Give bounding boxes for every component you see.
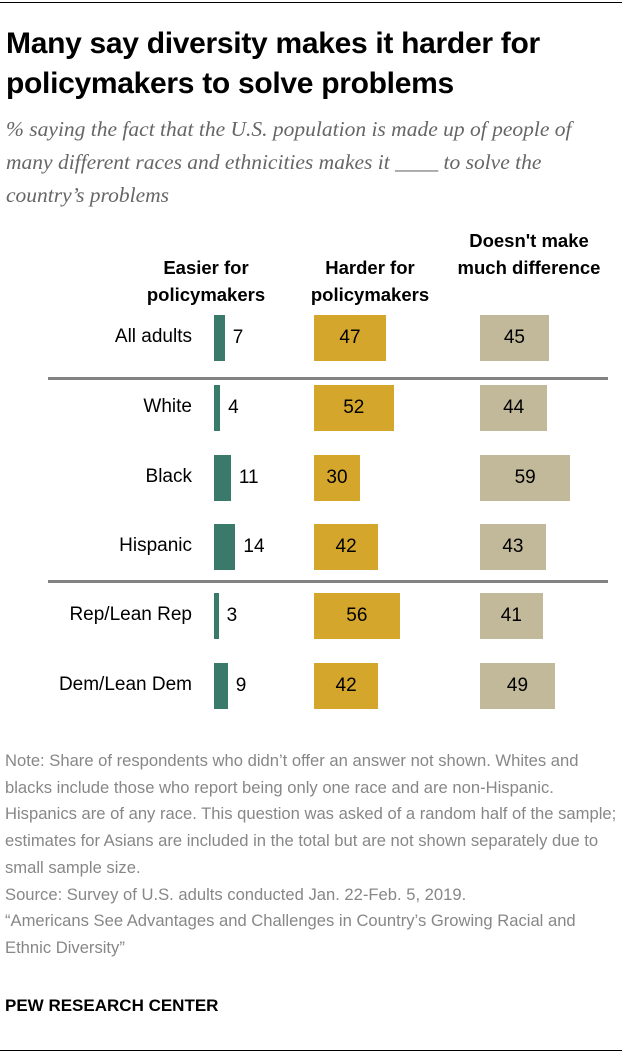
top-rule [0,2,622,3]
bar-no-difference [480,663,555,709]
bar-harder [314,385,394,431]
bar-easier [214,524,236,570]
category-label: Black [145,466,192,487]
category-label: All adults [114,326,192,347]
chart-subtitle: % saying the fact that the U.S. populati… [6,117,572,207]
bar-harder [314,593,400,639]
data-label: 56 [346,605,368,626]
data-label: 47 [339,327,361,348]
data-label: 14 [243,536,265,557]
data-label: 43 [502,536,524,557]
data-label: 41 [500,605,522,626]
bar-easier [214,455,231,501]
header-no-difference: Doesn't make much difference [457,230,601,278]
header-harder: Harder for policymakers [310,257,430,305]
data-label: 42 [335,675,357,696]
separator [48,580,608,583]
report-title: “Americans See Advantages and Challenges… [5,911,576,957]
brand-logo-text: PEW RESEARCH CENTER [5,996,219,1015]
bar-easier [214,385,221,431]
category-label: Rep/Lean Rep [69,604,192,625]
data-label: 9 [235,675,247,696]
bar-easier [214,315,225,361]
data-label: 45 [503,327,525,348]
notes: Note: Share of respondents who didn’t of… [5,748,620,962]
category-label: White [143,396,192,417]
data-label: 4 [228,397,239,418]
data-label: 42 [335,536,357,557]
category-label: Hispanic [119,535,192,556]
chart-title: Many say diversity makes it harder for p… [6,27,540,100]
bar-no-difference [480,455,571,501]
data-label: 30 [326,467,348,488]
note-text: Note: Share of respondents who didn’t of… [5,751,617,877]
bar-harder [314,524,379,570]
data-label: 3 [226,605,238,626]
bar-no-difference [480,315,549,361]
bar-harder [314,663,379,709]
data-label: 52 [343,397,365,418]
bar-harder [314,315,386,361]
bar-harder [314,455,360,501]
bar-easier [214,593,219,639]
separator [48,377,608,380]
bar-no-difference [480,593,543,639]
bar-easier [214,663,228,709]
header-easier: Easier for policymakers [146,257,266,305]
source-text: Source: Survey of U.S. adults conducted … [5,884,467,904]
category-label: Dem/Lean Dem [58,674,192,695]
data-label: 59 [514,467,536,488]
data-label: 44 [503,397,525,418]
bar-no-difference [480,524,546,570]
data-label: 49 [506,675,529,696]
data-label: 7 [232,327,244,348]
bar-no-difference [480,385,548,431]
data-label: 11 [238,467,259,488]
bottom-rule [0,1050,622,1051]
